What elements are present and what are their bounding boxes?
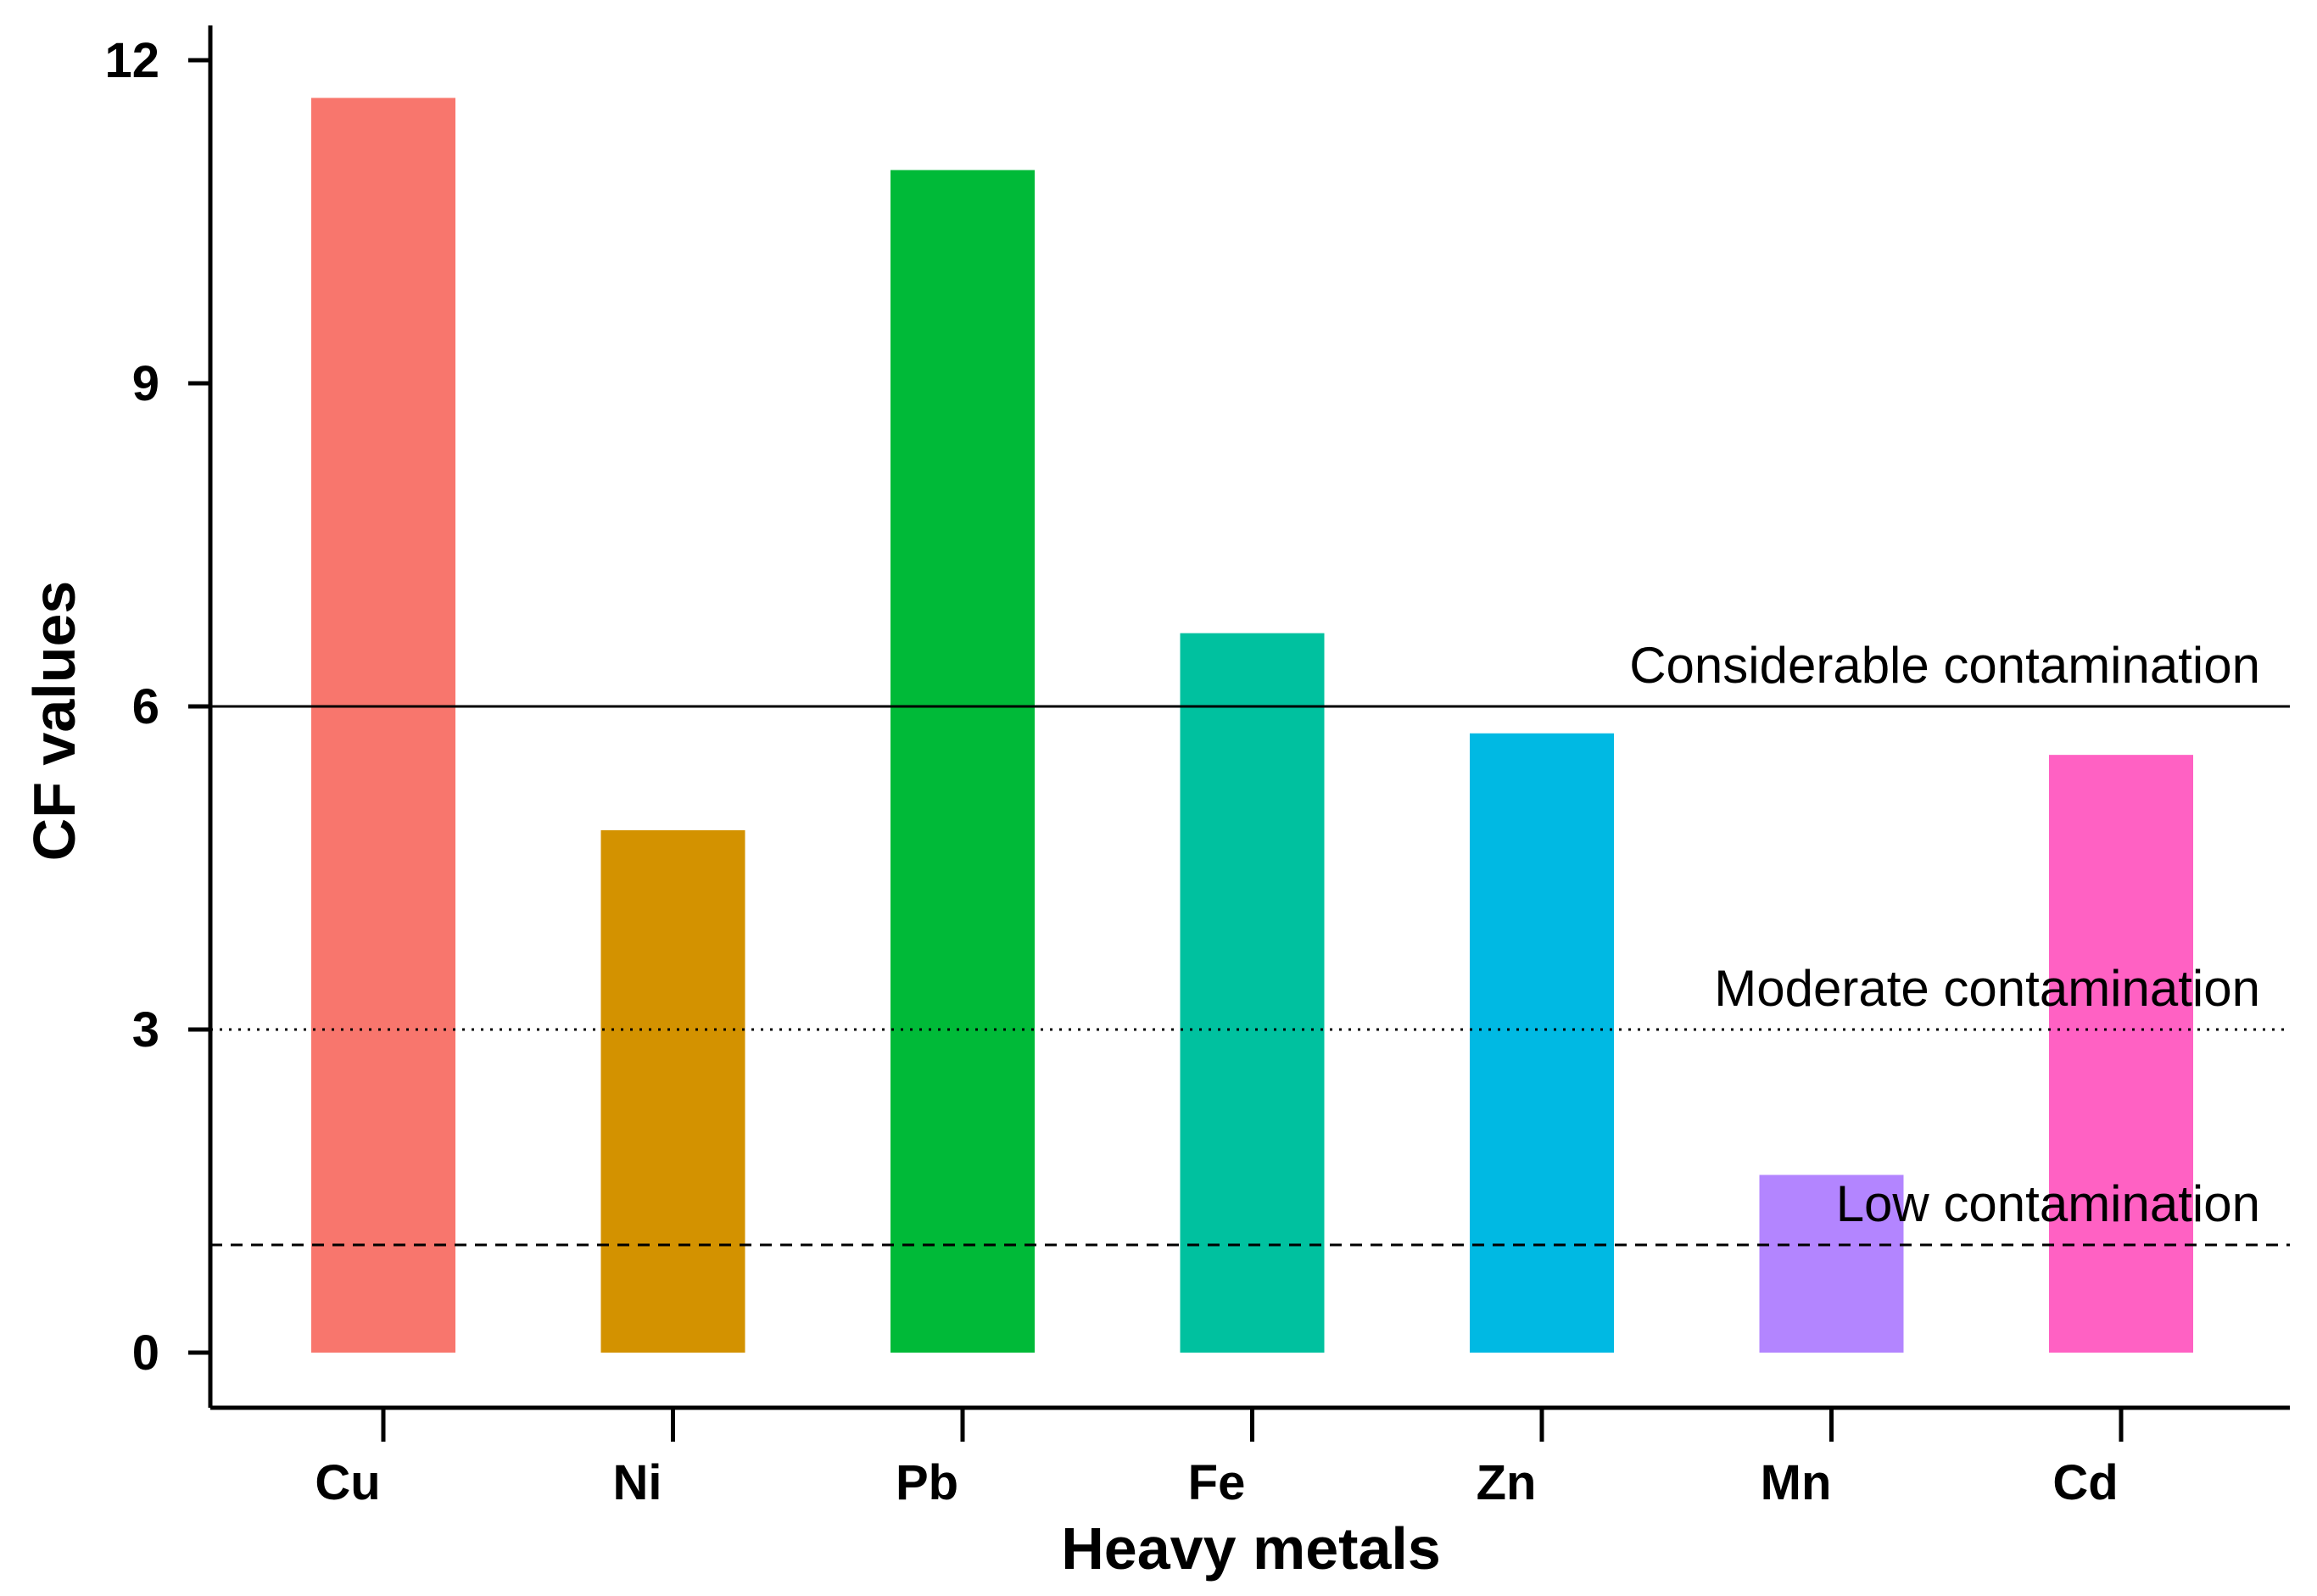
reference-label-dotted: Moderate contamination <box>1714 960 2260 1017</box>
y-tick-label-6: 6 <box>132 679 159 734</box>
bar-cd <box>2049 755 2193 1353</box>
y-axis-title: CF values <box>21 581 87 862</box>
x-tick-label-fe: Fe <box>1188 1455 1246 1510</box>
x-tick-label-cu: Cu <box>315 1455 380 1510</box>
x-ticks-layer: Cu Ni Pb Fe Zn Mn Cd <box>315 1408 2124 1510</box>
bar-mn <box>1759 1175 1904 1353</box>
x-tick-label-cd: Cd <box>2052 1455 2118 1510</box>
x-tick-label-mn: Mn <box>1761 1455 1832 1510</box>
bar-zn <box>1470 733 1614 1353</box>
y-tick-label-12: 12 <box>104 33 159 88</box>
y-tick-label-9: 9 <box>132 356 159 411</box>
y-tick-label-3: 3 <box>132 1002 159 1057</box>
reference-label-solid: Considerable contamination <box>1629 637 2260 694</box>
bars-layer <box>311 98 2193 1353</box>
y-tick-label-0: 0 <box>132 1325 159 1381</box>
x-axis-title: Heavy metals <box>1061 1515 1441 1582</box>
bar-cu <box>311 98 455 1353</box>
bar-pb <box>891 170 1035 1353</box>
x-tick-label-ni: Ni <box>613 1455 662 1510</box>
y-ticks-layer: 0 3 6 9 12 <box>104 33 210 1381</box>
x-tick-label-pb: Pb <box>896 1455 958 1510</box>
bar-ni <box>600 830 745 1353</box>
reference-label-dashed: Low contamination <box>1836 1175 2260 1232</box>
reference-lines-layer: Considerable contamination Moderate conta… <box>210 637 2290 1247</box>
x-tick-label-zn: Zn <box>1477 1455 1537 1510</box>
bar-fe <box>1180 633 1325 1353</box>
